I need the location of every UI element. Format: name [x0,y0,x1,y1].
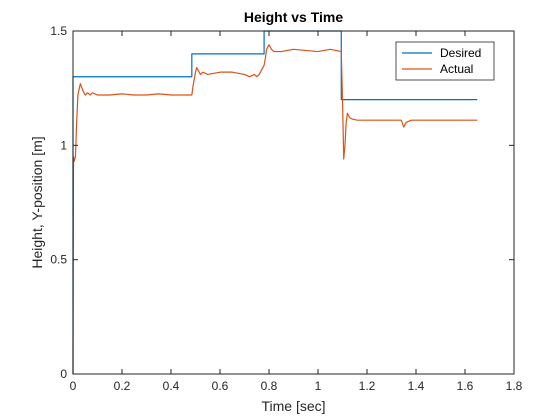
x-tick-label: 0 [70,379,77,393]
y-ticks: 0 0.5 1 1.5 [50,24,514,381]
x-tick-label: 1.8 [506,379,523,393]
x-tick-label: 1.6 [457,379,474,393]
y-axis-label: Height, Y-position [m] [29,136,45,268]
x-tick-label: 0.2 [114,379,131,393]
y-tick-label: 0 [60,367,67,381]
axes-frame [72,30,515,375]
legend-label-actual: Actual [440,62,473,76]
chart-title: Height vs Time [244,9,344,25]
legend-box [395,41,495,81]
y-tick-label: 1 [60,138,67,152]
axes-box [72,30,515,375]
x-ticks: 0 0.2 0.4 0.6 0.8 1 1.2 1.4 1.6 1.8 [70,31,523,393]
x-tick-label: 1 [315,379,322,393]
legend: Desired Actual [395,41,495,81]
x-tick-label: 1.2 [359,379,376,393]
y-tick-label: 1.5 [50,24,67,38]
x-axis-label: Time [sec] [261,398,325,414]
x-tick-label: 1.4 [408,379,425,393]
series-line-actual [72,44,478,375]
x-tick-label: 0.8 [261,379,278,393]
y-tick-label: 0.5 [50,253,67,267]
series-group [72,30,478,375]
x-tick-label: 0.6 [212,379,229,393]
series-line-desired [72,30,478,374]
legend-label-desired: Desired [440,46,481,60]
plot-area [73,31,514,374]
x-tick-label: 0.4 [163,379,180,393]
